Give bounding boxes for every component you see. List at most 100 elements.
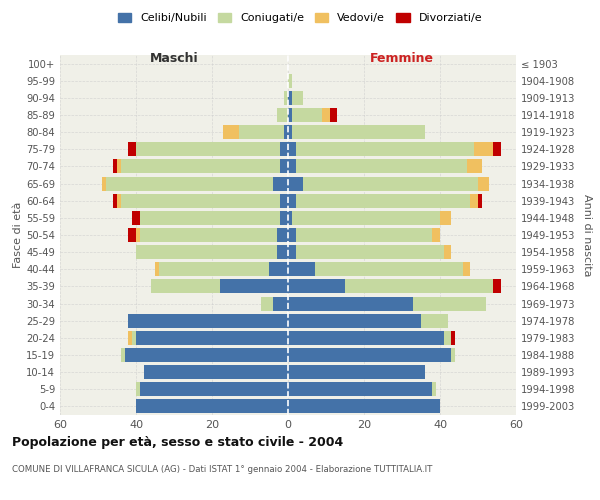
Bar bbox=[273, 296, 288, 310]
Bar bbox=[288, 348, 451, 362]
Bar bbox=[106, 176, 273, 190]
Bar bbox=[128, 331, 132, 345]
Bar bbox=[288, 365, 425, 379]
Bar bbox=[128, 228, 136, 242]
Bar bbox=[136, 382, 140, 396]
Bar bbox=[463, 262, 470, 276]
Bar bbox=[239, 125, 284, 139]
Bar bbox=[288, 125, 292, 139]
Y-axis label: Anni di nascita: Anni di nascita bbox=[582, 194, 592, 276]
Bar bbox=[288, 296, 413, 310]
Bar bbox=[288, 382, 433, 396]
Text: COMUNE DI VILLAFRANCA SICULA (AG) - Dati ISTAT 1° gennaio 2004 - Elaborazione TU: COMUNE DI VILLAFRANCA SICULA (AG) - Dati… bbox=[12, 466, 433, 474]
Bar bbox=[296, 194, 470, 207]
Bar bbox=[296, 160, 467, 173]
Bar bbox=[117, 194, 121, 207]
Bar bbox=[277, 228, 288, 242]
Bar bbox=[451, 348, 455, 362]
Bar bbox=[220, 280, 288, 293]
Bar bbox=[288, 194, 296, 207]
Bar bbox=[117, 160, 121, 173]
Bar bbox=[121, 348, 125, 362]
Bar bbox=[292, 91, 303, 105]
Bar bbox=[413, 296, 485, 310]
Bar bbox=[136, 142, 280, 156]
Bar bbox=[288, 280, 345, 293]
Bar bbox=[288, 211, 292, 225]
Bar bbox=[288, 331, 444, 345]
Bar bbox=[140, 228, 277, 242]
Bar bbox=[474, 142, 493, 156]
Bar bbox=[292, 211, 440, 225]
Bar bbox=[128, 142, 136, 156]
Bar bbox=[280, 160, 288, 173]
Bar bbox=[277, 108, 288, 122]
Bar bbox=[136, 228, 140, 242]
Bar bbox=[288, 176, 303, 190]
Bar bbox=[159, 262, 269, 276]
Bar bbox=[288, 245, 296, 259]
Text: Maschi: Maschi bbox=[149, 52, 199, 64]
Bar bbox=[273, 176, 288, 190]
Bar bbox=[140, 382, 288, 396]
Bar bbox=[288, 160, 296, 173]
Text: Popolazione per età, sesso e stato civile - 2004: Popolazione per età, sesso e stato civil… bbox=[12, 436, 343, 449]
Bar bbox=[314, 262, 463, 276]
Bar bbox=[288, 74, 292, 88]
Bar bbox=[288, 91, 292, 105]
Bar bbox=[288, 108, 292, 122]
Bar bbox=[280, 211, 288, 225]
Bar bbox=[102, 176, 106, 190]
Bar bbox=[288, 228, 296, 242]
Bar bbox=[467, 160, 482, 173]
Bar bbox=[296, 245, 444, 259]
Y-axis label: Fasce di età: Fasce di età bbox=[13, 202, 23, 268]
Legend: Celibi/Nubili, Coniugati/e, Vedovi/e, Divorziati/e: Celibi/Nubili, Coniugati/e, Vedovi/e, Di… bbox=[113, 8, 487, 28]
Bar bbox=[296, 142, 474, 156]
Bar bbox=[288, 314, 421, 328]
Bar bbox=[262, 296, 273, 310]
Bar bbox=[478, 176, 490, 190]
Bar bbox=[433, 382, 436, 396]
Bar bbox=[292, 125, 425, 139]
Bar bbox=[125, 348, 288, 362]
Bar bbox=[143, 365, 288, 379]
Bar bbox=[277, 245, 288, 259]
Bar bbox=[223, 125, 239, 139]
Bar bbox=[288, 262, 314, 276]
Bar bbox=[493, 142, 501, 156]
Bar bbox=[444, 331, 451, 345]
Bar bbox=[288, 142, 296, 156]
Bar bbox=[121, 194, 280, 207]
Bar bbox=[136, 331, 288, 345]
Bar bbox=[421, 314, 448, 328]
Bar bbox=[345, 280, 493, 293]
Bar bbox=[136, 400, 288, 413]
Bar bbox=[322, 108, 330, 122]
Bar bbox=[155, 262, 159, 276]
Text: Femmine: Femmine bbox=[370, 52, 434, 64]
Bar bbox=[433, 228, 440, 242]
Bar bbox=[132, 211, 140, 225]
Bar bbox=[269, 262, 288, 276]
Bar bbox=[280, 194, 288, 207]
Bar bbox=[303, 176, 478, 190]
Bar bbox=[451, 331, 455, 345]
Bar bbox=[444, 245, 451, 259]
Bar bbox=[296, 228, 433, 242]
Bar bbox=[113, 194, 117, 207]
Bar bbox=[493, 280, 501, 293]
Bar bbox=[478, 194, 482, 207]
Bar bbox=[288, 400, 440, 413]
Bar bbox=[284, 125, 288, 139]
Bar bbox=[284, 91, 288, 105]
Bar bbox=[330, 108, 337, 122]
Bar bbox=[292, 108, 322, 122]
Bar bbox=[136, 245, 277, 259]
Bar bbox=[140, 211, 280, 225]
Bar bbox=[280, 142, 288, 156]
Bar bbox=[470, 194, 478, 207]
Bar bbox=[151, 280, 220, 293]
Bar bbox=[128, 314, 288, 328]
Bar bbox=[440, 211, 451, 225]
